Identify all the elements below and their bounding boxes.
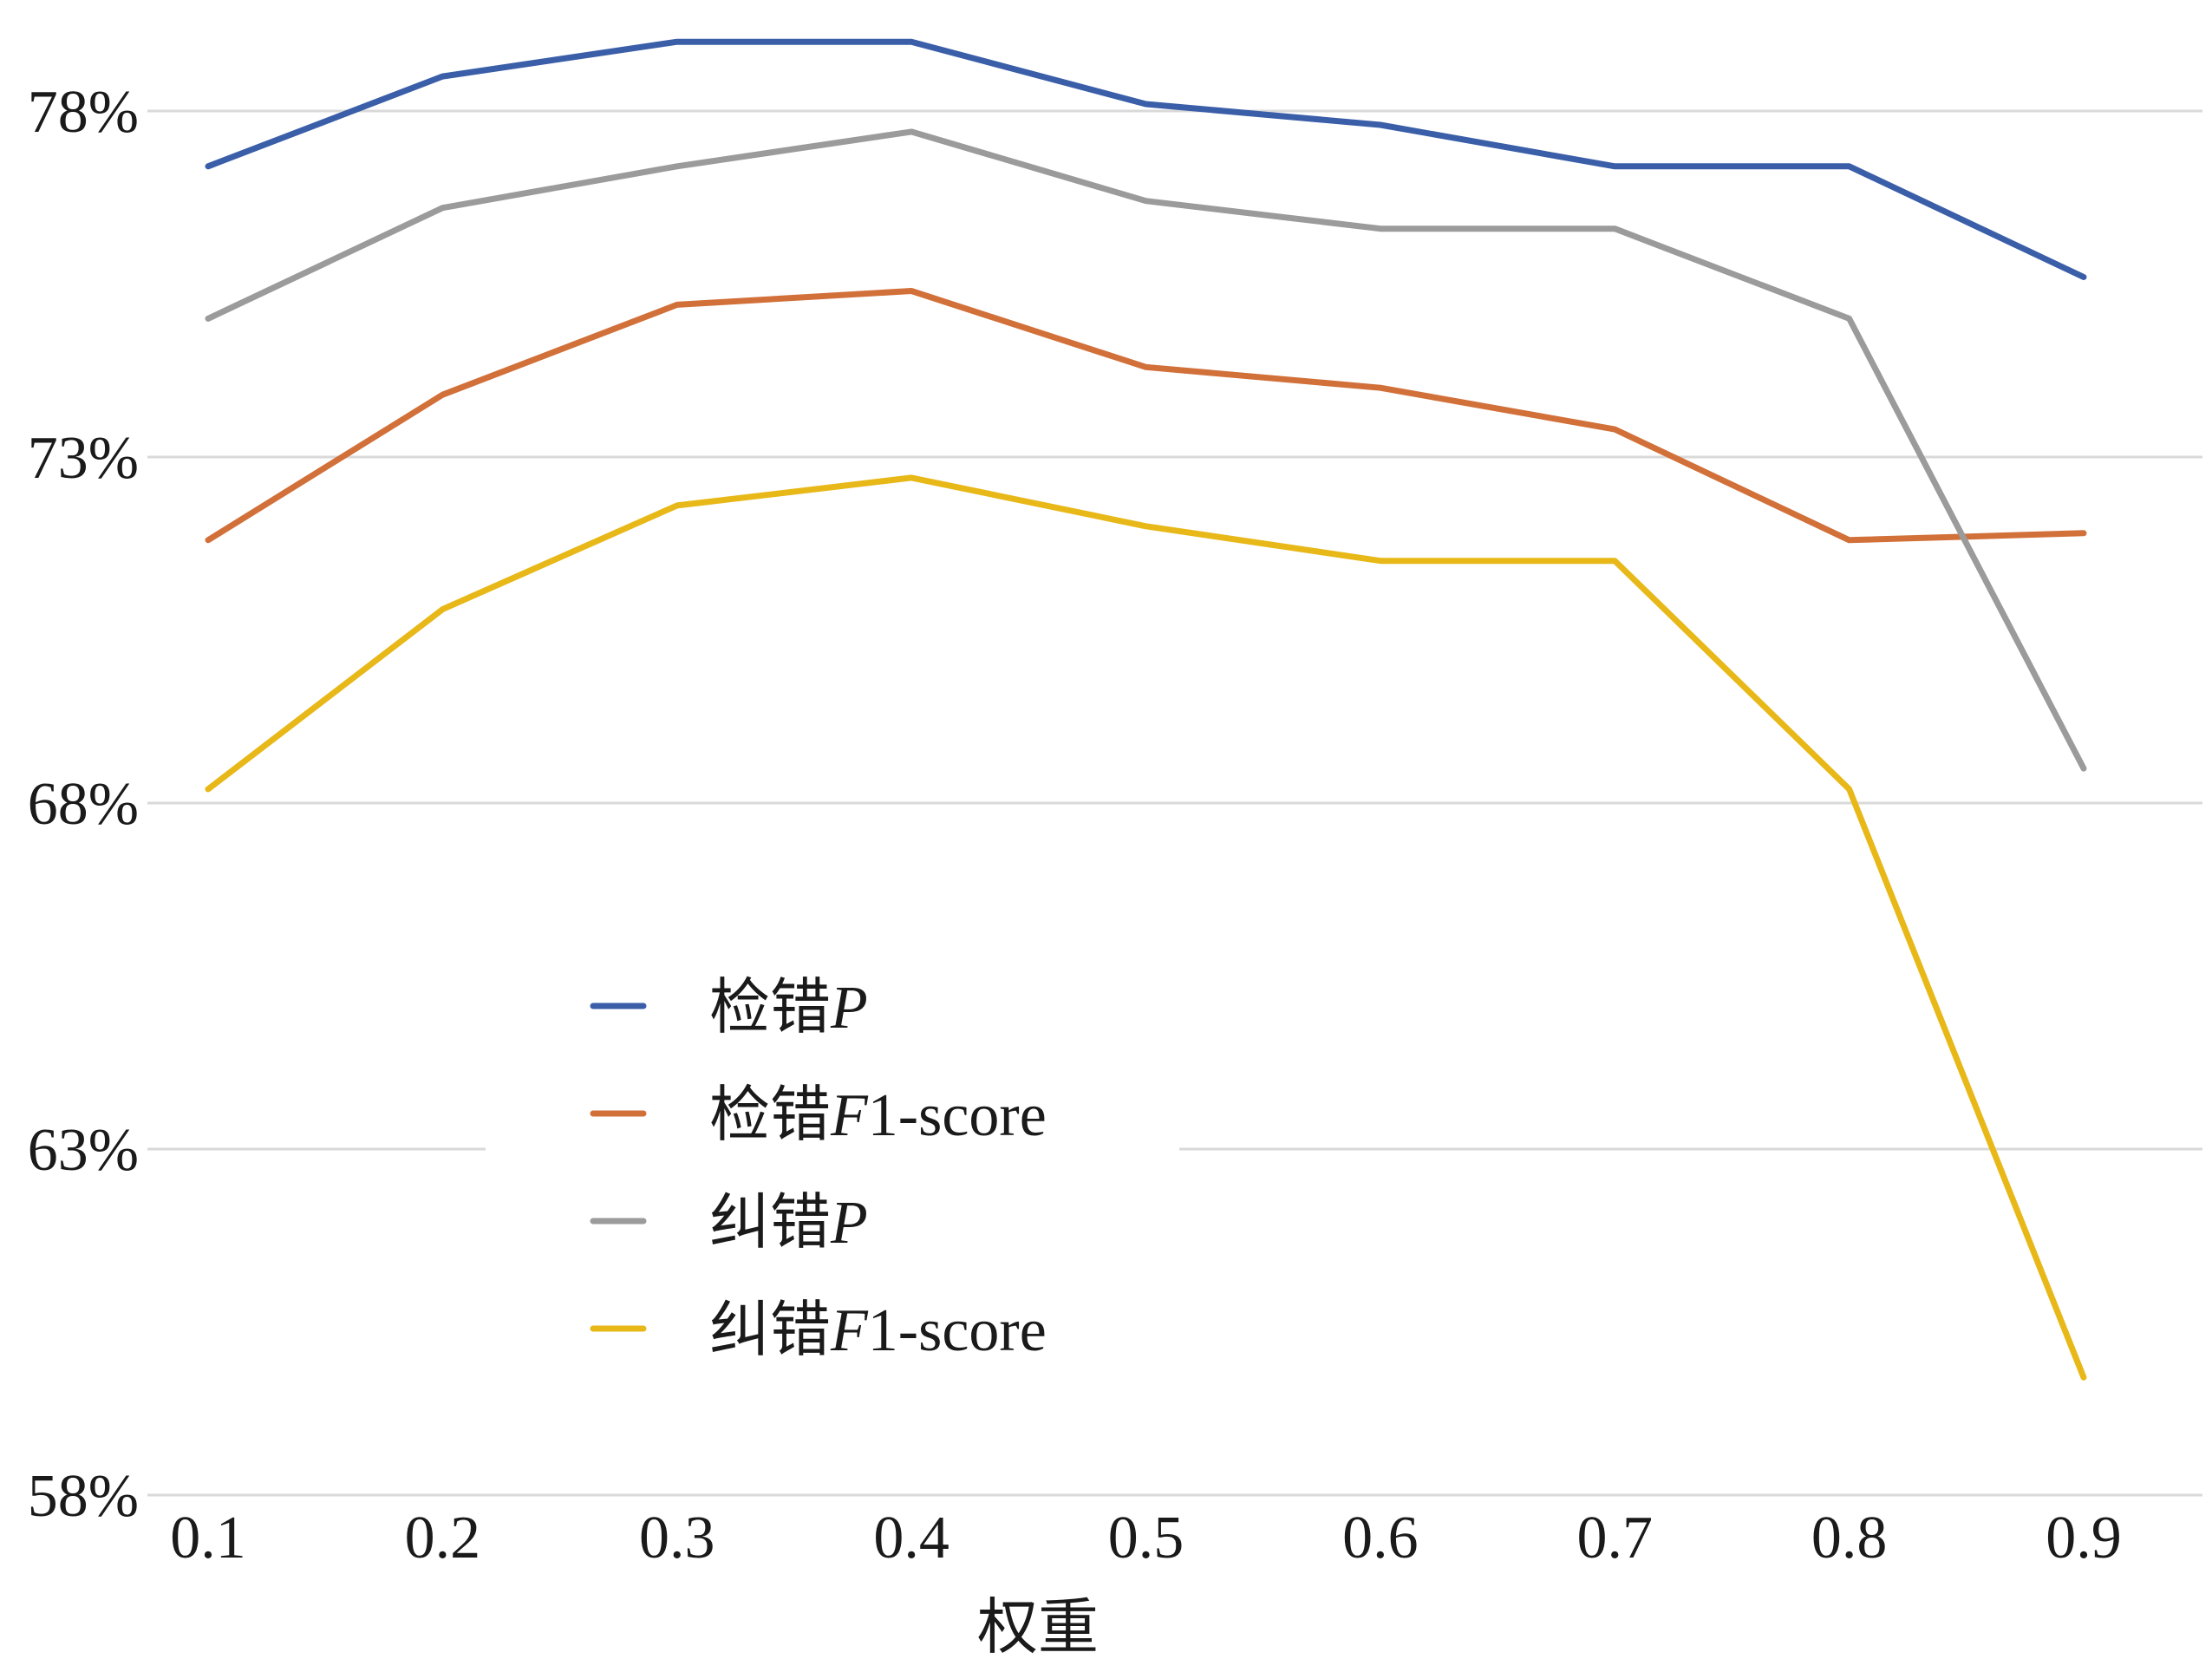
x-tick-label: 0.6 [1342,1505,1419,1571]
legend-label-metric: P [830,1190,868,1257]
y-tick-label: 78% [28,79,139,146]
legend-label-suffix: 1-score [868,1082,1047,1149]
legend-label-4: 纠错F1-score [709,1294,1047,1365]
legend-label-3: 纠错P [709,1186,868,1257]
legend-label-metric: F [830,1082,869,1149]
y-tick-label: 73% [28,425,139,492]
legend-label-prefix: 纠错 [709,1294,831,1365]
x-tick-label: 0.1 [170,1505,246,1571]
legend-label-prefix: 检错 [709,971,831,1042]
series-lines [205,38,2087,1381]
legend-label-1: 检错P [709,971,868,1042]
y-tick-label: 68% [28,771,139,838]
series-line-3 [205,128,2087,772]
x-tick-label: 0.4 [873,1505,949,1571]
series-line-2 [205,288,2087,544]
legend-label-metric: F [830,1297,869,1364]
y-tick-label: 63% [28,1117,139,1184]
series-line-4 [205,474,2087,1381]
legend-label-suffix: 1-score [868,1297,1047,1364]
y-tick-label: 58% [28,1463,139,1530]
x-tick-label: 0.5 [1108,1505,1184,1571]
x-tick-label: 0.8 [1811,1505,1888,1571]
series-line-1 [205,38,2087,280]
x-tick-label: 0.9 [2046,1505,2122,1571]
x-axis-title: 权重 [977,1591,1099,1659]
legend-label-metric: P [830,975,868,1042]
y-axis-ticks: 58% 63% 68% 73% 78% [28,79,139,1530]
x-axis-ticks: 0.1 0.2 0.3 0.4 0.5 0.6 0.7 0.8 0.9 [170,1505,2122,1571]
x-tick-label: 0.2 [405,1505,481,1571]
legend-label-prefix: 检错 [709,1079,831,1150]
legend-label-prefix: 纠错 [709,1186,831,1257]
legend-label-2: 检错F1-score [709,1079,1047,1150]
x-tick-label: 0.7 [1577,1505,1654,1571]
legend-background [486,950,1179,1383]
x-tick-label: 0.3 [639,1505,715,1571]
